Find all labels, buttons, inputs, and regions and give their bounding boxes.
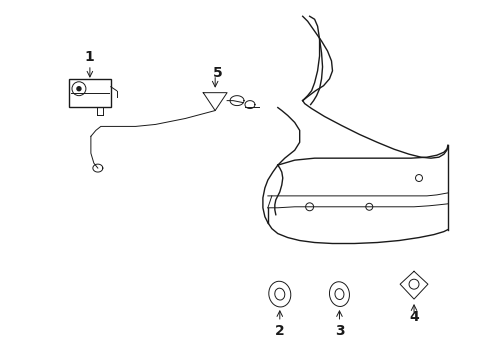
Text: 4: 4: [408, 310, 418, 324]
Bar: [69, 79, 111, 107]
Text: 2: 2: [274, 324, 284, 338]
Text: 1: 1: [84, 50, 94, 64]
Text: 5: 5: [213, 66, 223, 80]
Text: 3: 3: [334, 324, 344, 338]
Circle shape: [77, 87, 81, 91]
